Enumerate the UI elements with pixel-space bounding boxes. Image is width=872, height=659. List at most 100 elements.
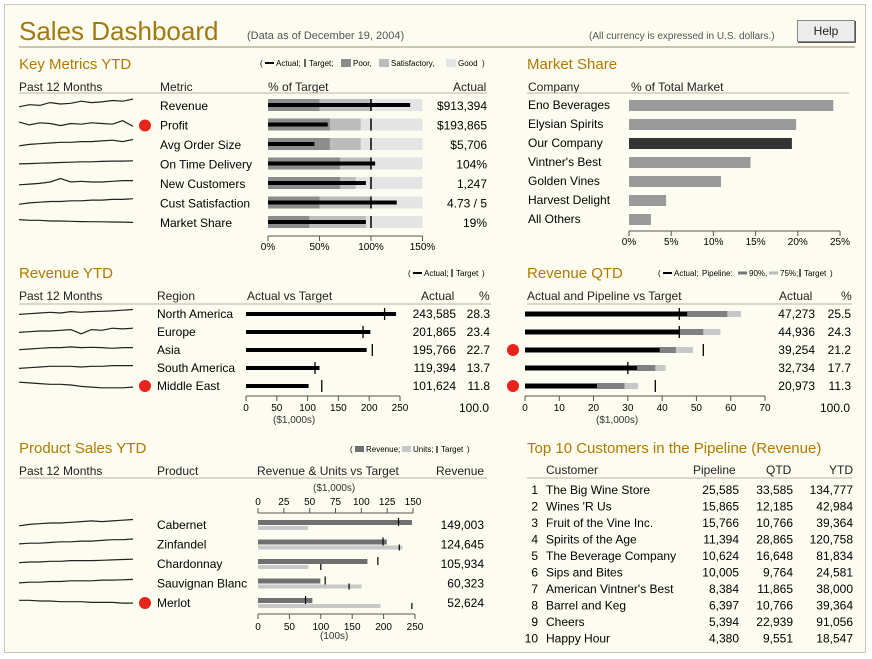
tc-qtd-2: 10,766 <box>756 516 793 530</box>
key-metrics-col-percent: % of Target <box>268 80 329 94</box>
km-sparkline-3 <box>18 160 134 165</box>
rqtd-axis-label-0: 0 <box>522 403 528 414</box>
km-axis-label-1: 50% <box>309 242 329 253</box>
product-sales-col-revenue: Revenue <box>436 464 485 478</box>
rqtd-axis-label-6: 60 <box>725 403 737 414</box>
tc-ytd-6: 38,000 <box>816 582 853 596</box>
km-actual-bar-2 <box>268 142 315 146</box>
ps-revenue-value-3: 60,323 <box>447 577 484 591</box>
rytd-alert-dot-4 <box>139 380 151 392</box>
km-axis-label-2: 100% <box>358 242 384 253</box>
km-actual-value-3: 104% <box>456 158 487 172</box>
rytd-sparkline-3 <box>18 365 133 369</box>
ps-bottom-axis-label-0: 0 <box>255 622 261 633</box>
rytd-axis-label-3: 150 <box>330 403 347 414</box>
top-customers-col-customer: Customer <box>546 463 599 477</box>
km-legend-paren-close: ) <box>482 59 485 68</box>
tc-customer-2: Fruit of the Vine Inc. <box>546 516 653 530</box>
ms-axis-label-0: 0% <box>622 237 637 248</box>
top-customers-col-ytd: YTD <box>829 463 853 477</box>
ps-legend-units-swatch <box>402 446 411 452</box>
tc-customer-6: American Vintner's Best <box>546 582 674 596</box>
dashboard-frame <box>4 4 866 653</box>
rqtd-legend-target: Target <box>804 269 827 278</box>
km-sparkline-4 <box>18 177 133 186</box>
ps-sparkline-4 <box>19 599 133 604</box>
rytd-region-label-0: North America <box>157 307 233 321</box>
ms-bar-3 <box>629 157 751 168</box>
ps-bottom-axis-label-3: 150 <box>344 622 361 633</box>
rytd-sparkline-2 <box>18 346 133 351</box>
rytd-pct-value-1: 23.4 <box>467 325 491 339</box>
rqtd-actual-bar-1 <box>525 330 679 334</box>
km-actual-value-5: 4.73 / 5 <box>447 197 487 211</box>
market-share-col-pct: % of Total Market <box>631 80 724 94</box>
tc-rank-5: 6 <box>531 566 538 580</box>
tc-ytd-4: 81,834 <box>816 549 853 563</box>
ps-sparkline-1 <box>18 538 134 545</box>
km-metric-label-6: Market Share <box>160 216 232 230</box>
key-metrics-title: Key Metrics YTD <box>19 56 132 73</box>
rytd-pct-value-2: 22.7 <box>467 343 491 357</box>
ps-revenue-bar-2 <box>258 559 368 564</box>
tc-qtd-1: 12,185 <box>756 500 793 514</box>
help-button[interactable]: Help <box>797 20 855 42</box>
revenue-qtd-col-bar: Actual and Pipeline vs Target <box>527 289 682 303</box>
km-metric-label-0: Revenue <box>160 99 208 113</box>
rytd-legend-actual: Actual; <box>424 269 448 278</box>
ps-units-bar-4 <box>258 604 381 608</box>
data-date-note: (Data as of December 19, 2004) <box>247 30 405 42</box>
tc-pipeline-7: 6,397 <box>709 599 739 613</box>
tc-pipeline-5: 10,005 <box>702 566 739 580</box>
rytd-pct-value-3: 13.7 <box>467 361 491 375</box>
ms-company-label-2: Our Company <box>528 136 603 150</box>
rytd-sparkline-0 <box>18 308 134 315</box>
rytd-axis-label-5: 250 <box>392 403 409 414</box>
ps-legend-units: Units; <box>413 445 433 454</box>
rqtd-pct-value-4: 11.3 <box>829 379 852 393</box>
revenue-ytd-col-region: Region <box>157 289 196 303</box>
revenue-ytd-col-pct: % <box>479 289 490 303</box>
revenue-qtd-col-pct: % <box>841 289 852 303</box>
top-customers-col-pipeline: Pipeline <box>693 463 736 477</box>
revenue-ytd-col-bar: Actual vs Target <box>247 289 333 303</box>
ps-revenue-bar-3 <box>258 578 321 584</box>
km-legend-satisfactory-swatch <box>379 59 389 67</box>
km-legend-good: Good <box>458 59 478 68</box>
rqtd-actual-value-1: 44,936 <box>778 325 815 339</box>
tc-rank-8: 9 <box>531 615 538 629</box>
km-sparkline-2 <box>18 138 134 147</box>
km-actual-value-0: $913,394 <box>437 99 487 113</box>
tc-qtd-7: 10,766 <box>756 599 793 613</box>
ps-legend-paren: ( <box>350 445 353 454</box>
revenue-ytd-title: Revenue YTD <box>19 265 113 282</box>
tc-pipeline-6: 8,384 <box>709 582 739 596</box>
key-metrics-col-metric: Metric <box>160 80 193 94</box>
rqtd-axis-label-5: 50 <box>691 403 703 414</box>
rqtd-axis-label-3: 30 <box>622 403 634 414</box>
ms-axis-label-4: 20% <box>788 237 808 248</box>
rytd-actual-bar-1 <box>246 330 371 334</box>
ms-company-label-0: Eno Beverages <box>528 98 610 112</box>
km-legend-good-swatch <box>446 59 456 67</box>
ps-top-axis-label-2: 50 <box>304 497 316 508</box>
ps-product-label-4: Merlot <box>157 596 191 610</box>
ms-company-label-5: Harvest Delight <box>528 193 611 207</box>
km-legend-target: Target; <box>309 59 333 68</box>
market-share-col-company: Company <box>528 80 580 94</box>
ps-bottom-axis-label-2: 100 <box>312 622 329 633</box>
rytd-actual-value-0: 243,585 <box>413 307 457 321</box>
tc-customer-5: Sips and Bites <box>546 566 623 580</box>
tc-rank-4: 5 <box>531 549 538 563</box>
ps-product-label-2: Chardonnay <box>157 557 222 571</box>
tc-pipeline-9: 4,380 <box>709 632 739 646</box>
tc-rank-0: 1 <box>531 483 538 497</box>
km-actual-value-6: 19% <box>463 216 487 230</box>
rqtd-alert-dot-2 <box>507 344 519 356</box>
ps-product-label-1: Zinfandel <box>157 538 206 552</box>
km-actual-value-1: $193,865 <box>437 119 487 133</box>
rytd-region-label-2: Asia <box>157 343 181 357</box>
rqtd-legend-p75: 75%; <box>780 269 798 278</box>
product-sales-bottom-axis-unit: (100s) <box>320 631 349 642</box>
